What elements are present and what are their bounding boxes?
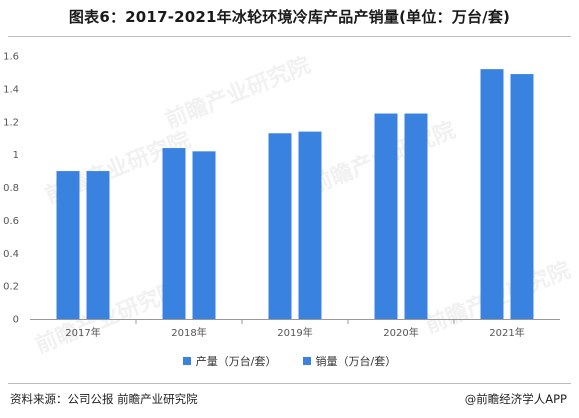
y-tick-label: 0 xyxy=(13,315,19,326)
x-category-label: 2020年 xyxy=(383,326,418,339)
y-tick-label: 1.2 xyxy=(3,117,19,128)
x-category-label: 2021年 xyxy=(489,326,524,339)
brand-credit: @前瞻经济学人APP xyxy=(464,392,567,406)
bar-sales xyxy=(86,171,110,319)
bar-production xyxy=(480,69,504,320)
title-divider xyxy=(8,36,571,37)
bar-production xyxy=(56,171,80,319)
legend-item-production: 产量（万台/套） xyxy=(182,353,277,369)
y-tick-label: 1.6 xyxy=(3,52,19,63)
x-category-label: 2017年 xyxy=(65,326,100,339)
y-tick-label: 0.2 xyxy=(3,282,19,293)
x-category-label: 2019年 xyxy=(277,326,312,339)
footer-divider xyxy=(8,383,571,384)
bar-production xyxy=(162,148,186,319)
legend-label-sales: 销量（万台/套） xyxy=(315,355,397,368)
chart-title: 图表6：2017-2021年冰轮环境冷库产品产销量(单位：万台/套) xyxy=(68,8,511,26)
y-tick-label: 0.6 xyxy=(3,216,19,227)
bar-sales xyxy=(510,74,534,319)
bar-sales xyxy=(404,113,428,319)
y-tick-label: 0.4 xyxy=(3,249,19,260)
bar-production xyxy=(268,133,292,319)
source-note: 资料来源：公司公报 前瞻产业研究院 xyxy=(10,392,198,406)
legend-label-production: 产量（万台/套） xyxy=(195,355,277,368)
y-tick-label: 1 xyxy=(13,150,19,161)
legend: 产量（万台/套） 销量（万台/套） xyxy=(0,353,579,369)
legend-item-sales: 销量（万台/套） xyxy=(302,353,397,369)
bar-sales xyxy=(298,131,322,319)
y-tick-label: 0.8 xyxy=(3,183,19,194)
bar-production xyxy=(374,113,398,319)
y-tick-label: 1.4 xyxy=(3,84,19,95)
bar-sales xyxy=(192,151,216,319)
legend-swatch-production xyxy=(182,357,191,365)
legend-swatch-sales xyxy=(302,357,311,365)
x-category-label: 2018年 xyxy=(171,326,206,339)
